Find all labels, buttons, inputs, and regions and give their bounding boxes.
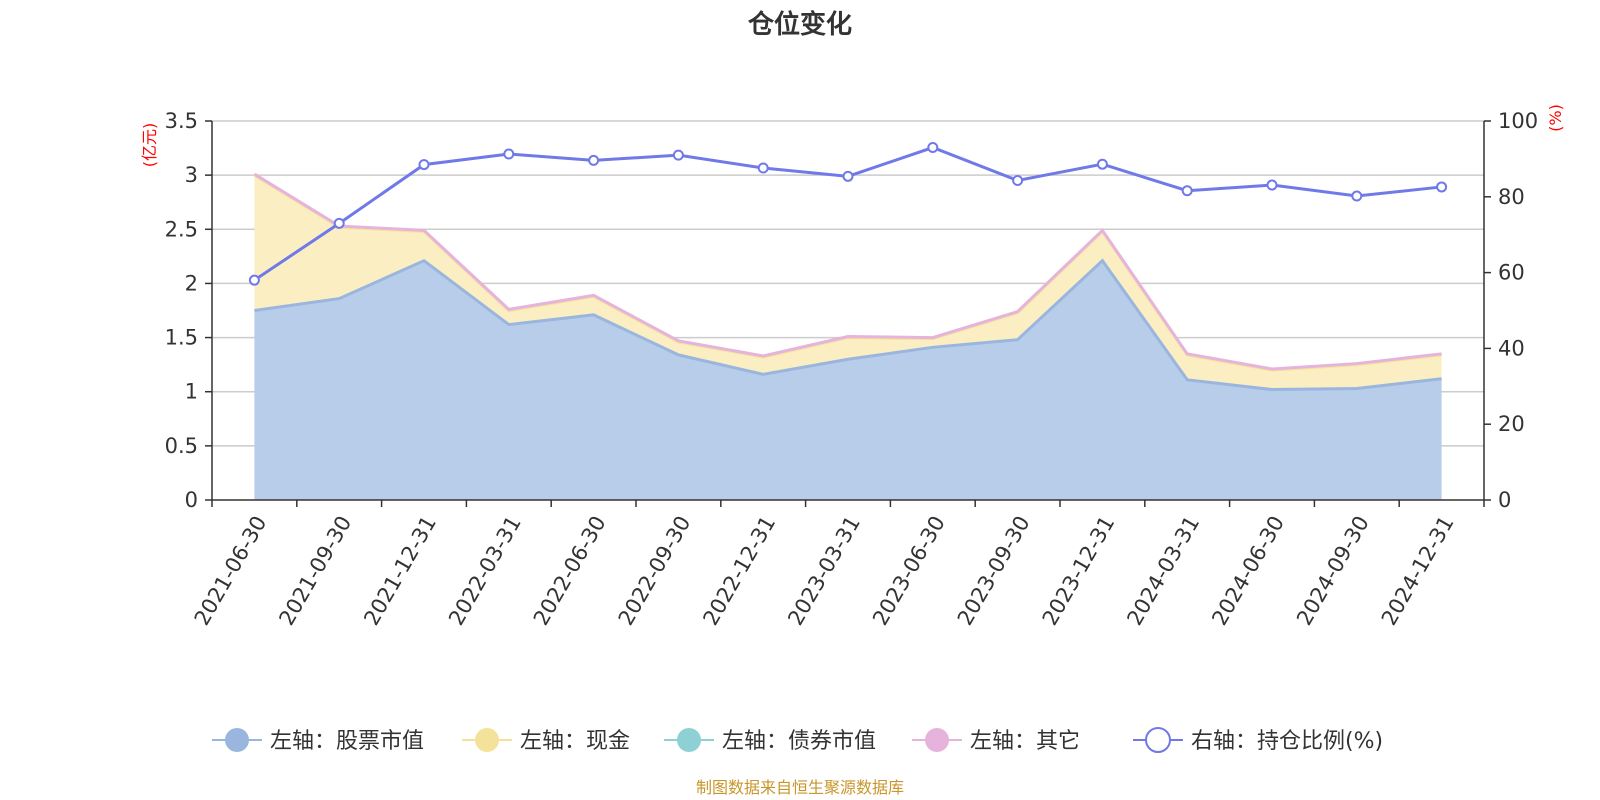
legend-marker [925, 728, 949, 752]
line-左轴：股票市值 [254, 258, 1442, 392]
holding-ratio-point [757, 162, 769, 174]
holding-ratio-point [1351, 190, 1363, 202]
right-axis-tick-label: 60 [1498, 261, 1525, 285]
holding-ratio-point [1096, 158, 1108, 170]
x-axis-label: 2023-03-31 [783, 512, 865, 630]
right-axis-tick-label: 20 [1498, 412, 1525, 436]
holding-ratio-point [927, 142, 939, 154]
left-axis-unit: (亿元) [140, 123, 159, 168]
data-source-note: 制图数据来自恒生聚源数据库 [696, 778, 904, 797]
x-axis-label: 2021-12-31 [359, 512, 441, 630]
holding-ratio-point [1181, 185, 1193, 197]
holding-ratio-point [418, 159, 430, 171]
holding-ratio-point [248, 274, 260, 286]
right-axis-tick-label: 40 [1498, 336, 1525, 360]
legend-label: 左轴：股票市值 [270, 729, 424, 754]
holding-ratio-point [842, 170, 854, 182]
legend-label: 左轴：其它 [970, 729, 1080, 754]
legend-label: 左轴：债券市值 [722, 729, 876, 754]
x-axis-label: 2022-12-31 [698, 512, 780, 630]
left-axis-tick-label: 0.5 [165, 434, 198, 458]
holding-ratio-point [672, 149, 684, 161]
legend-marker [1145, 727, 1171, 753]
x-axis-label: 2023-09-30 [953, 512, 1035, 630]
series-lines [248, 142, 1448, 392]
holding-ratio-point [588, 154, 600, 166]
legend-marker [677, 728, 701, 752]
left-axis-tick-label: 2.5 [165, 217, 198, 241]
right-axis-tick-label: 0 [1498, 488, 1511, 512]
x-axis-label: 2023-06-30 [868, 512, 950, 630]
holding-ratio-point [1436, 181, 1448, 193]
chart-title: 仓位变化 [747, 9, 852, 40]
right-axis-tick-label: 80 [1498, 185, 1525, 209]
left-axis-tick-label: 3.5 [165, 109, 198, 133]
line-左轴：其它 [253, 172, 1442, 371]
x-axis-label: 2024-03-31 [1122, 512, 1204, 630]
right-axis-unit: (%) [1546, 104, 1565, 132]
x-axis-label: 2022-09-30 [614, 512, 696, 630]
x-axis-label: 2022-03-31 [444, 512, 526, 630]
x-axis-label: 2023-12-31 [1038, 512, 1120, 630]
legend-marker [225, 728, 249, 752]
left-axis-tick-label: 1.5 [165, 326, 198, 350]
holding-ratio-point [333, 217, 345, 229]
x-axis-label: 2024-06-30 [1207, 512, 1289, 630]
holding-ratio-point [1012, 175, 1024, 187]
left-axis-tick-label: 1 [185, 380, 198, 404]
legend-label: 右轴：持仓比例(%) [1191, 729, 1383, 754]
right-axis-tick-label: 100 [1498, 109, 1538, 133]
x-axis-label: 2024-12-31 [1377, 512, 1459, 630]
legend-marker [475, 728, 499, 752]
holding-ratio-point [1266, 179, 1278, 191]
legend: 左轴：股票市值 左轴：现金 左轴：债券市值 左轴：其它 右轴：持仓比例(%) [212, 727, 1383, 754]
x-axis-label: 2024-09-30 [1292, 512, 1374, 630]
holding-ratio-point [503, 148, 515, 160]
legend-label: 左轴：现金 [520, 729, 630, 754]
x-axis-label: 2021-06-30 [190, 512, 272, 630]
x-axis-label: 2022-06-30 [529, 512, 611, 630]
x-axis-label: 2021-09-30 [274, 512, 356, 630]
left-axis-tick-label: 0 [185, 488, 198, 512]
left-axis-tick-label: 2 [185, 271, 198, 295]
left-axis-tick-label: 3 [185, 163, 198, 187]
